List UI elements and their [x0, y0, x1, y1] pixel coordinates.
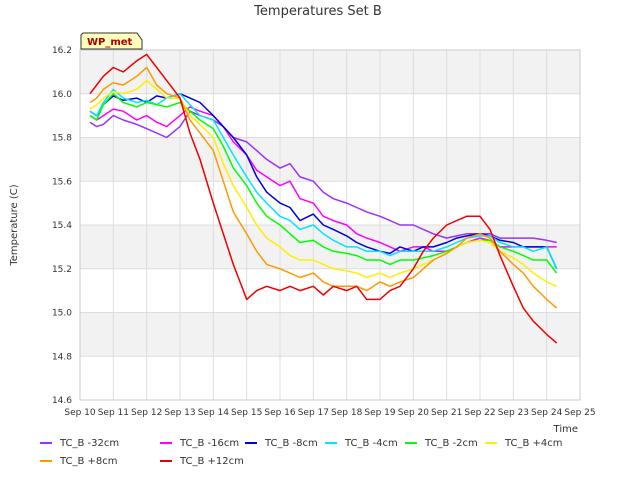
- y-tick-label: 15.8: [52, 134, 72, 144]
- x-tick-label: Sep 17: [298, 408, 329, 418]
- plot-band: [80, 137, 580, 182]
- y-tick-label: 14.8: [52, 352, 72, 362]
- y-axis-ticks: 14.6 14.8 15.0 15.2 15.4 15.6 15.8 16.0 16.2: [52, 46, 72, 406]
- legend-label: TC_B -32cm: [59, 438, 119, 449]
- series-line-6: [89, 79, 558, 287]
- x-tick-label: Sep 24: [531, 408, 563, 418]
- x-tick-label: Sep 16: [264, 408, 296, 418]
- legend-label: TC_B -4cm: [344, 438, 398, 449]
- legend-item-3: TC_B -8cm: [245, 438, 318, 449]
- y-tick-label: 15.6: [52, 177, 72, 187]
- x-tick-label: Sep 21: [431, 408, 462, 418]
- plot-frame: [79, 49, 581, 401]
- y-tick-label: 15.2: [52, 265, 72, 275]
- legend-item-5: TC_B -2cm: [405, 438, 478, 449]
- chart-title: Temperatures Set B: [253, 4, 382, 19]
- x-tick-label: Sep 15: [231, 408, 262, 418]
- x-tick-label: Sep 18: [331, 408, 363, 418]
- legend-label: TC_B +4cm: [504, 438, 563, 449]
- legend-label: TC_B -2cm: [424, 438, 478, 449]
- legend-item-8: TC_B +12cm: [160, 456, 244, 467]
- legend-label: TC_B +8cm: [59, 456, 118, 467]
- x-tick-label: Sep 10: [64, 408, 96, 418]
- plot-band: [80, 312, 580, 357]
- x-tick-label: Sep 13: [164, 408, 195, 418]
- grid-lines: [79, 49, 581, 401]
- legend-item-6: TC_B +4cm: [485, 438, 563, 449]
- x-axis-ticks: Sep 10 Sep 11 Sep 12 Sep 13 Sep 14 Sep 15 Sep …: [64, 408, 595, 418]
- legend-label: TC_B -8cm: [264, 438, 318, 449]
- plot-band: [80, 50, 580, 94]
- x-tick-label: Sep 23: [498, 408, 529, 418]
- x-tick-label: Sep 20: [398, 408, 430, 418]
- y-tick-label: 15.0: [52, 309, 72, 319]
- legend-item-2: TC_B -16cm: [160, 438, 239, 449]
- y-tick-label: 14.6: [52, 396, 72, 406]
- badge-label: WP_met: [87, 37, 133, 48]
- wp-met-badge: WP_met: [80, 32, 143, 50]
- y-tick-label: 16.2: [52, 46, 72, 56]
- legend-item-1: TC_B -32cm: [40, 438, 119, 449]
- x-tick-label: Sep 14: [198, 408, 230, 418]
- x-tick-label: Sep 12: [131, 408, 162, 418]
- x-tick-label: Sep 19: [364, 408, 396, 418]
- legend: TC_B -32cm TC_B -16cm TC_B -8cm TC_B -4cm TC…: [40, 438, 563, 467]
- plot-bands: [80, 50, 580, 357]
- y-axis-label: Temperature (C): [9, 184, 20, 266]
- x-tick-label: Sep 11: [98, 408, 129, 418]
- legend-label: TC_B -16cm: [179, 438, 239, 449]
- x-axis-label: Time: [553, 424, 578, 435]
- legend-label: TC_B +12cm: [179, 456, 244, 467]
- series-line-2: [89, 106, 557, 253]
- y-tick-label: 15.4: [52, 221, 72, 231]
- series-line-7: [89, 66, 558, 309]
- x-tick-label: Sep 25: [564, 408, 595, 418]
- series-line-4: [89, 88, 558, 270]
- y-tick-label: 16.0: [52, 90, 72, 100]
- legend-item-4: TC_B -4cm: [325, 438, 398, 449]
- series-lines: [89, 53, 558, 344]
- legend-item-7: TC_B +8cm: [40, 456, 118, 467]
- series-line-8: [89, 53, 558, 344]
- x-tick-label: Sep 22: [464, 408, 495, 418]
